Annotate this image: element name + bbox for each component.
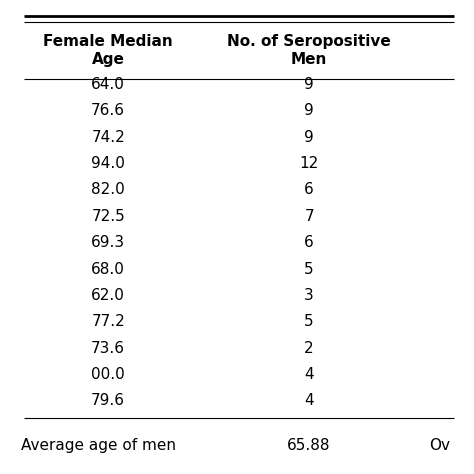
Text: 68.0: 68.0 xyxy=(91,262,125,276)
Text: 72.5: 72.5 xyxy=(91,209,125,224)
Text: 3: 3 xyxy=(304,288,314,303)
Text: Average age of men: Average age of men xyxy=(21,438,176,453)
Text: 76.6: 76.6 xyxy=(91,103,125,118)
Text: 6: 6 xyxy=(304,182,314,197)
Text: 94.0: 94.0 xyxy=(91,156,125,171)
Text: 64.0: 64.0 xyxy=(91,77,125,92)
Text: 79.6: 79.6 xyxy=(91,393,125,409)
Text: 4: 4 xyxy=(304,393,314,409)
Text: 2: 2 xyxy=(304,341,314,356)
Text: Ov: Ov xyxy=(429,438,450,453)
Text: 74.2: 74.2 xyxy=(91,129,125,145)
Text: 4: 4 xyxy=(304,367,314,382)
Text: No. of Seropositive
Men: No. of Seropositive Men xyxy=(227,35,391,67)
Text: 6: 6 xyxy=(304,235,314,250)
Text: 5: 5 xyxy=(304,314,314,329)
Text: 65.88: 65.88 xyxy=(287,438,331,453)
Text: 82.0: 82.0 xyxy=(91,182,125,197)
Text: 7: 7 xyxy=(304,209,314,224)
Text: 62.0: 62.0 xyxy=(91,288,125,303)
Text: 9: 9 xyxy=(304,103,314,118)
Text: 00.0: 00.0 xyxy=(91,367,125,382)
Text: 12: 12 xyxy=(300,156,319,171)
Text: 9: 9 xyxy=(304,77,314,92)
Text: 9: 9 xyxy=(304,129,314,145)
Text: 73.6: 73.6 xyxy=(91,341,125,356)
Text: 69.3: 69.3 xyxy=(91,235,125,250)
Text: 5: 5 xyxy=(304,262,314,276)
Text: Female Median
Age: Female Median Age xyxy=(43,35,173,67)
Text: 77.2: 77.2 xyxy=(91,314,125,329)
